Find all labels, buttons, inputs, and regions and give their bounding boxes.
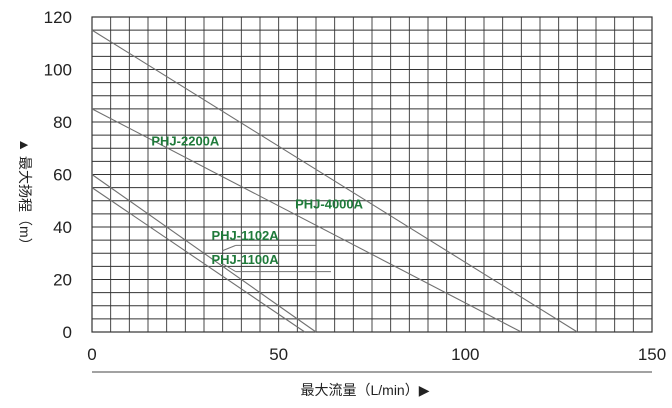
series-line-phj-2200a bbox=[91, 108, 522, 333]
series-lines bbox=[91, 29, 578, 333]
y-tick-label: 40 bbox=[53, 218, 72, 237]
series-line-phj-4000a bbox=[91, 29, 578, 333]
tick-labels: 0 20 40 60 80 100 120 0 50 100 150 bbox=[44, 8, 667, 364]
series-label-phj-1102a: PHJ-1102A bbox=[211, 228, 279, 243]
y-tick-label: 100 bbox=[44, 61, 72, 80]
y-axis-title: ▲ 最大扬程（m） bbox=[17, 138, 33, 251]
label-leader bbox=[222, 244, 236, 252]
x-tick-label: 100 bbox=[451, 345, 479, 364]
y-tick-label: 20 bbox=[53, 271, 72, 290]
y-tick-label: 80 bbox=[53, 113, 72, 132]
x-tick-label: 150 bbox=[638, 345, 666, 364]
x-tick-label: 50 bbox=[269, 345, 288, 364]
label-leader bbox=[222, 263, 236, 273]
series-labels: PHJ-2200A PHJ-4000A PHJ-1102A PHJ-1100A bbox=[151, 134, 364, 273]
series-label-phj-1100a: PHJ-1100A bbox=[211, 252, 279, 267]
y-tick-label: 60 bbox=[53, 166, 72, 185]
x-axis-title: 最大流量（L/min）▶ bbox=[300, 382, 429, 398]
y-tick-label: 0 bbox=[63, 323, 72, 342]
series-line-phj-1102a bbox=[91, 174, 317, 333]
series-label-phj-2200a: PHJ-2200A bbox=[151, 134, 220, 149]
x-tick-label: 0 bbox=[87, 345, 96, 364]
y-tick-label: 120 bbox=[44, 8, 72, 27]
series-label-phj-4000a: PHJ-4000A bbox=[295, 197, 364, 212]
series-line-phj-1100a bbox=[91, 187, 306, 333]
grid bbox=[91, 16, 653, 333]
